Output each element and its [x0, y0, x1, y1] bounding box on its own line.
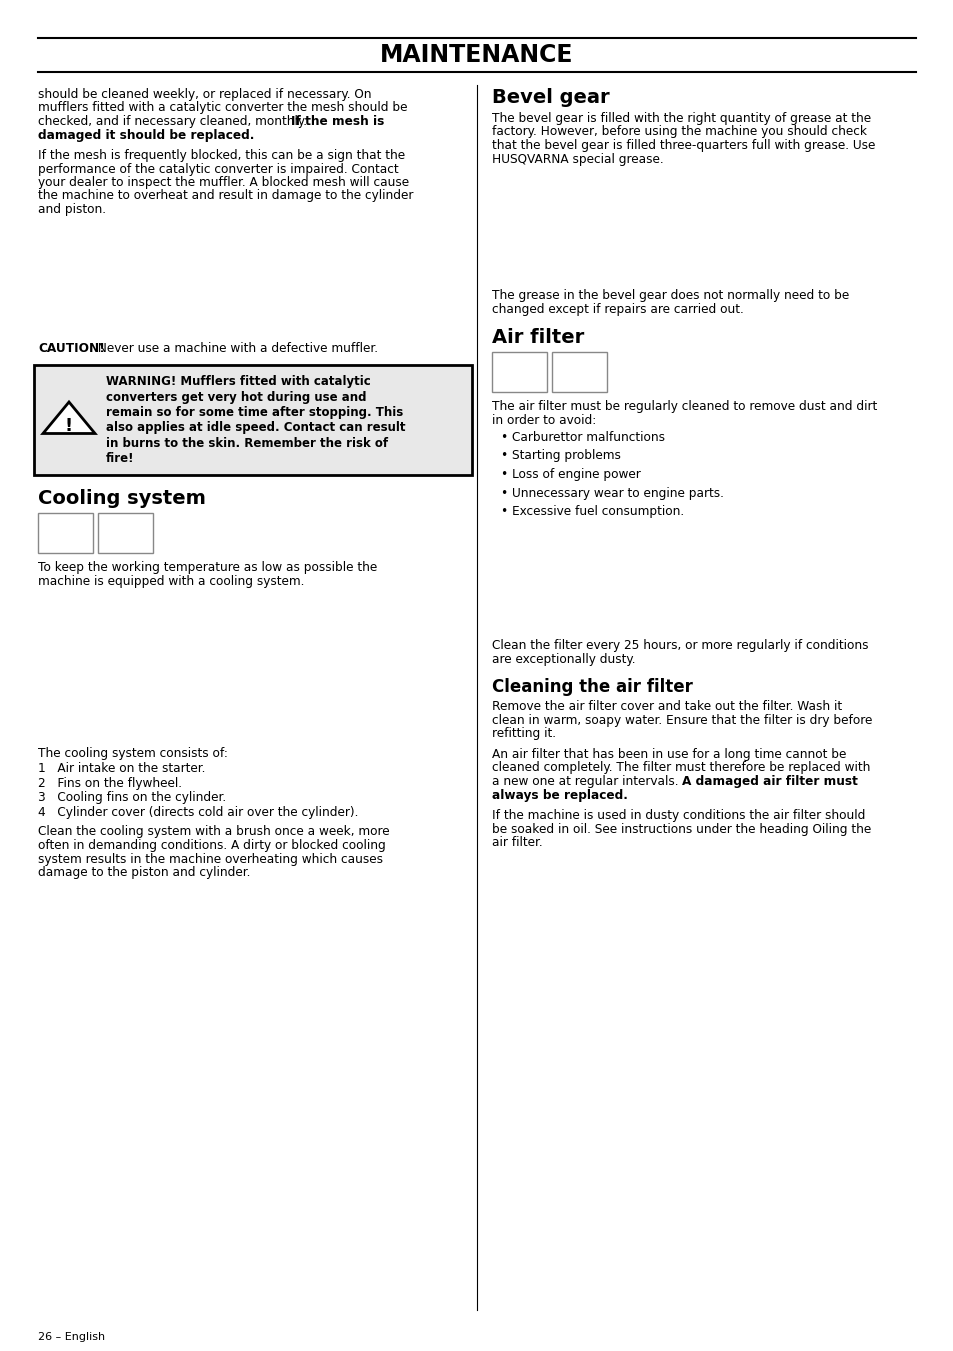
Text: should be cleaned weekly, or replaced if necessary. On: should be cleaned weekly, or replaced if…: [38, 88, 371, 101]
FancyBboxPatch shape: [98, 513, 152, 553]
Text: that the bevel gear is filled three-quarters full with grease. Use: that the bevel gear is filled three-quar…: [492, 139, 875, 153]
Text: your dealer to inspect the muffler. A blocked mesh will cause: your dealer to inspect the muffler. A bl…: [38, 176, 409, 189]
Text: 2   Fins on the flywheel.: 2 Fins on the flywheel.: [38, 777, 182, 790]
Text: be soaked in oil. See instructions under the heading Oiling the: be soaked in oil. See instructions under…: [492, 823, 870, 835]
Text: Clean the filter every 25 hours, or more regularly if conditions: Clean the filter every 25 hours, or more…: [492, 639, 867, 653]
Text: The air filter must be regularly cleaned to remove dust and dirt: The air filter must be regularly cleaned…: [492, 400, 877, 413]
Text: often in demanding conditions. A dirty or blocked cooling: often in demanding conditions. A dirty o…: [38, 839, 385, 852]
Text: HUSQVARNA special grease.: HUSQVARNA special grease.: [492, 153, 663, 166]
Text: 4   Cylinder cover (directs cold air over the cylinder).: 4 Cylinder cover (directs cold air over …: [38, 807, 358, 819]
Text: Excessive fuel consumption.: Excessive fuel consumption.: [512, 505, 683, 517]
Text: The cooling system consists of:: The cooling system consists of:: [38, 747, 228, 761]
Text: air filter.: air filter.: [492, 836, 542, 848]
Text: fire!: fire!: [106, 453, 134, 466]
Text: !: !: [65, 417, 73, 435]
Text: Clean the cooling system with a brush once a week, more: Clean the cooling system with a brush on…: [38, 825, 389, 839]
Text: To keep the working temperature as low as possible the: To keep the working temperature as low a…: [38, 561, 376, 574]
Text: 1   Air intake on the starter.: 1 Air intake on the starter.: [38, 762, 205, 775]
Text: are exceptionally dusty.: are exceptionally dusty.: [492, 653, 635, 666]
Text: performance of the catalytic converter is impaired. Contact: performance of the catalytic converter i…: [38, 162, 398, 176]
Text: machine is equipped with a cooling system.: machine is equipped with a cooling syste…: [38, 574, 304, 588]
Text: clean in warm, soapy water. Ensure that the filter is dry before: clean in warm, soapy water. Ensure that …: [492, 713, 871, 727]
Text: in order to avoid:: in order to avoid:: [492, 413, 596, 427]
Text: •: •: [499, 431, 507, 444]
FancyBboxPatch shape: [492, 353, 546, 392]
Text: mufflers fitted with a catalytic converter the mesh should be: mufflers fitted with a catalytic convert…: [38, 101, 407, 115]
Text: Starting problems: Starting problems: [512, 450, 620, 462]
Text: •: •: [499, 486, 507, 500]
Text: MAINTENANCE: MAINTENANCE: [380, 43, 573, 68]
Text: factory. However, before using the machine you should check: factory. However, before using the machi…: [492, 126, 866, 139]
Text: An air filter that has been in use for a long time cannot be: An air filter that has been in use for a…: [492, 748, 845, 761]
Text: system results in the machine overheating which causes: system results in the machine overheatin…: [38, 852, 382, 866]
Text: Never use a machine with a defective muffler.: Never use a machine with a defective muf…: [90, 342, 377, 354]
Text: •: •: [499, 505, 507, 517]
Text: Cooling system: Cooling system: [38, 489, 206, 508]
Text: always be replaced.: always be replaced.: [492, 789, 627, 801]
Text: changed except if repairs are carried out.: changed except if repairs are carried ou…: [492, 303, 743, 316]
Text: Loss of engine power: Loss of engine power: [512, 467, 640, 481]
Text: converters get very hot during use and: converters get very hot during use and: [106, 390, 366, 404]
Text: Unnecessary wear to engine parts.: Unnecessary wear to engine parts.: [512, 486, 723, 500]
FancyBboxPatch shape: [38, 513, 92, 553]
Text: checked, and if necessary cleaned, monthly.: checked, and if necessary cleaned, month…: [38, 115, 311, 128]
Text: and piston.: and piston.: [38, 203, 106, 216]
Text: refitting it.: refitting it.: [492, 727, 556, 740]
Text: cleaned completely. The filter must therefore be replaced with: cleaned completely. The filter must ther…: [492, 762, 869, 774]
Text: CAUTION!: CAUTION!: [38, 342, 105, 354]
Text: If the machine is used in dusty conditions the air filter should: If the machine is used in dusty conditio…: [492, 809, 864, 821]
Text: The grease in the bevel gear does not normally need to be: The grease in the bevel gear does not no…: [492, 289, 848, 303]
Text: Remove the air filter cover and take out the filter. Wash it: Remove the air filter cover and take out…: [492, 701, 841, 713]
Text: the machine to overheat and result in damage to the cylinder: the machine to overheat and result in da…: [38, 189, 413, 203]
Text: 26 – English: 26 – English: [38, 1332, 105, 1342]
Text: also applies at idle speed. Contact can result: also applies at idle speed. Contact can …: [106, 422, 405, 435]
Text: •: •: [499, 450, 507, 462]
Text: in burns to the skin. Remember the risk of: in burns to the skin. Remember the risk …: [106, 436, 388, 450]
Text: Bevel gear: Bevel gear: [492, 88, 609, 107]
Text: Carburettor malfunctions: Carburettor malfunctions: [512, 431, 664, 444]
FancyBboxPatch shape: [34, 365, 472, 476]
Text: •: •: [499, 467, 507, 481]
Text: If the mesh is: If the mesh is: [291, 115, 384, 128]
Text: The bevel gear is filled with the right quantity of grease at the: The bevel gear is filled with the right …: [492, 112, 870, 126]
Text: damage to the piston and cylinder.: damage to the piston and cylinder.: [38, 866, 250, 880]
Text: A damaged air filter must: A damaged air filter must: [681, 775, 857, 788]
Text: damaged it should be replaced.: damaged it should be replaced.: [38, 128, 254, 142]
Text: 3   Cooling fins on the cylinder.: 3 Cooling fins on the cylinder.: [38, 792, 226, 804]
Text: WARNING! Mufflers fitted with catalytic: WARNING! Mufflers fitted with catalytic: [106, 376, 371, 388]
Text: Cleaning the air filter: Cleaning the air filter: [492, 678, 692, 697]
Text: remain so for some time after stopping. This: remain so for some time after stopping. …: [106, 407, 403, 419]
FancyBboxPatch shape: [552, 353, 606, 392]
Text: a new one at regular intervals.: a new one at regular intervals.: [492, 775, 681, 788]
Polygon shape: [43, 403, 95, 434]
Text: Air filter: Air filter: [492, 328, 583, 347]
Text: If the mesh is frequently blocked, this can be a sign that the: If the mesh is frequently blocked, this …: [38, 149, 405, 162]
